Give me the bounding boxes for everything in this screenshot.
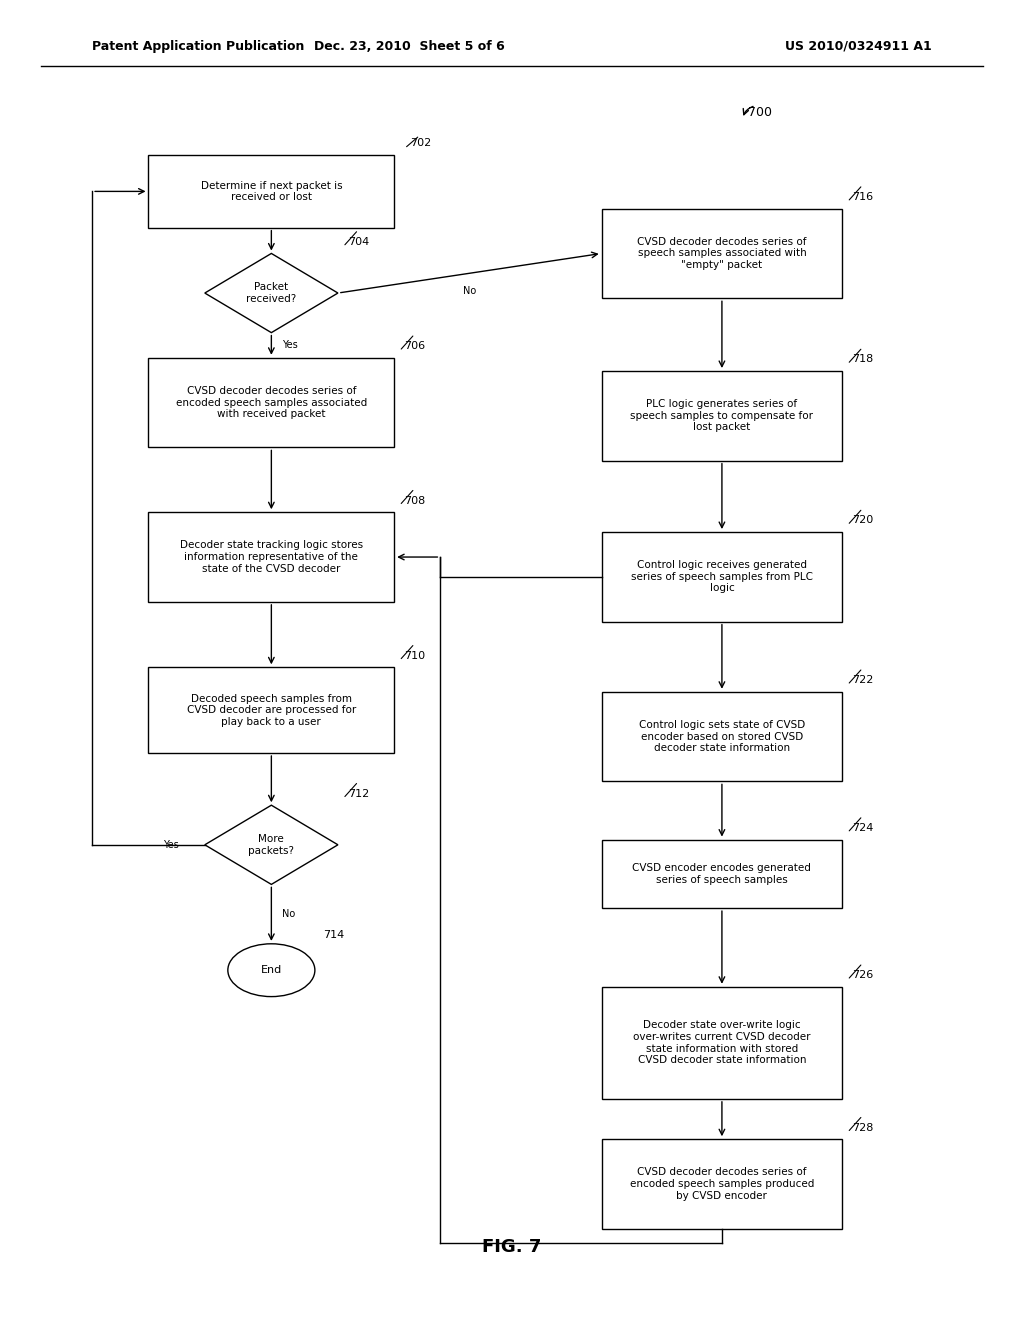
- Text: 726: 726: [852, 970, 873, 979]
- FancyBboxPatch shape: [601, 1139, 842, 1229]
- Text: Patent Application Publication: Patent Application Publication: [92, 40, 304, 53]
- Text: 700: 700: [748, 106, 771, 119]
- Text: 718: 718: [852, 354, 873, 364]
- Text: No: No: [463, 286, 476, 297]
- Text: 728: 728: [852, 1122, 873, 1133]
- Text: CVSD decoder decodes series of
encoded speech samples associated
with received p: CVSD decoder decodes series of encoded s…: [176, 385, 367, 420]
- Text: FIG. 7: FIG. 7: [482, 1238, 542, 1257]
- Text: Yes: Yes: [282, 341, 297, 350]
- FancyBboxPatch shape: [601, 987, 842, 1098]
- FancyBboxPatch shape: [148, 668, 394, 752]
- Text: CVSD decoder decodes series of
encoded speech samples produced
by CVSD encoder: CVSD decoder decodes series of encoded s…: [630, 1167, 814, 1201]
- Text: 716: 716: [852, 191, 873, 202]
- Text: End: End: [261, 965, 282, 975]
- FancyBboxPatch shape: [148, 512, 394, 602]
- FancyBboxPatch shape: [601, 209, 842, 298]
- Text: CVSD decoder decodes series of
speech samples associated with
"empty" packet: CVSD decoder decodes series of speech sa…: [637, 236, 807, 271]
- Text: Decoded speech samples from
CVSD decoder are processed for
play back to a user: Decoded speech samples from CVSD decoder…: [186, 693, 356, 727]
- FancyBboxPatch shape: [148, 154, 394, 227]
- Text: More
packets?: More packets?: [249, 834, 294, 855]
- Text: Control logic receives generated
series of speech samples from PLC
logic: Control logic receives generated series …: [631, 560, 813, 594]
- Text: 708: 708: [404, 495, 426, 506]
- Text: 720: 720: [852, 515, 873, 525]
- Text: 712: 712: [348, 788, 370, 799]
- Text: Packet
received?: Packet received?: [246, 282, 297, 304]
- FancyBboxPatch shape: [601, 371, 842, 461]
- Polygon shape: [205, 253, 338, 333]
- Ellipse shape: [227, 944, 315, 997]
- Text: Determine if next packet is
received or lost: Determine if next packet is received or …: [201, 181, 342, 202]
- Text: 714: 714: [324, 929, 344, 940]
- FancyBboxPatch shape: [601, 692, 842, 781]
- Text: 722: 722: [852, 675, 873, 685]
- Text: CVSD encoder encodes generated
series of speech samples: CVSD encoder encodes generated series of…: [633, 863, 811, 884]
- Text: Dec. 23, 2010  Sheet 5 of 6: Dec. 23, 2010 Sheet 5 of 6: [314, 40, 505, 53]
- Text: 706: 706: [404, 341, 426, 351]
- Text: 724: 724: [852, 822, 873, 833]
- FancyBboxPatch shape: [601, 840, 842, 908]
- Text: US 2010/0324911 A1: US 2010/0324911 A1: [785, 40, 932, 53]
- Text: Decoder state over-write logic
over-writes current CVSD decoder
state informatio: Decoder state over-write logic over-writ…: [633, 1020, 811, 1065]
- Text: 704: 704: [348, 236, 370, 247]
- Text: PLC logic generates series of
speech samples to compensate for
lost packet: PLC logic generates series of speech sam…: [631, 399, 813, 433]
- Polygon shape: [205, 805, 338, 884]
- Text: Decoder state tracking logic stores
information representative of the
state of t: Decoder state tracking logic stores info…: [180, 540, 362, 574]
- FancyBboxPatch shape: [601, 532, 842, 622]
- Text: 702: 702: [410, 139, 431, 149]
- Text: 710: 710: [404, 651, 426, 660]
- Text: Control logic sets state of CVSD
encoder based on stored CVSD
decoder state info: Control logic sets state of CVSD encoder…: [639, 719, 805, 754]
- Text: Yes: Yes: [164, 840, 179, 850]
- FancyBboxPatch shape: [148, 358, 394, 447]
- Text: No: No: [282, 909, 295, 919]
